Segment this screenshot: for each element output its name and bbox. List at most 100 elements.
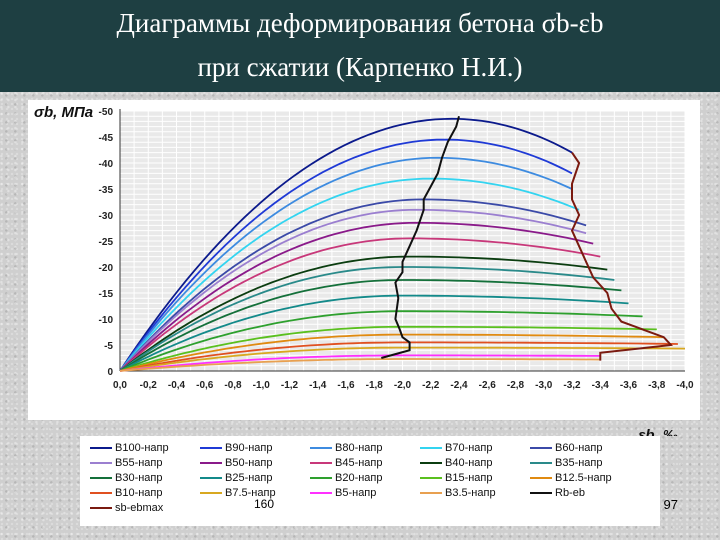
y-tick-label: -30 xyxy=(99,211,114,222)
x-tick-label: -2,6 xyxy=(479,380,497,391)
legend-label: B40-напр xyxy=(445,457,493,469)
x-tick-label: -1,4 xyxy=(309,380,327,391)
legend-item: B100-напр xyxy=(90,442,169,454)
legend-swatch xyxy=(420,477,442,480)
y-tick-label: -10 xyxy=(99,315,114,326)
x-tick-label: -2,4 xyxy=(450,380,468,391)
y-tick-label: -15 xyxy=(99,289,114,300)
x-tick-label: -3,6 xyxy=(620,380,638,391)
legend-item: Rb-eb xyxy=(530,487,585,499)
legend-item: B3.5-напр xyxy=(420,487,496,499)
slide-number: 97 xyxy=(663,497,678,512)
series-line xyxy=(119,117,573,372)
legend-label: B3.5-напр xyxy=(445,487,496,499)
series-line xyxy=(119,358,601,372)
chart-legend: B100-напр B90-напр B80-напр B70-напр B60-нап… xyxy=(80,436,660,526)
y-tick-label: -50 xyxy=(99,107,114,118)
x-tick-label: -3,0 xyxy=(535,380,553,391)
legend-swatch xyxy=(200,462,222,465)
legend-swatch xyxy=(310,447,332,450)
legend-item: sb-ebmax xyxy=(90,502,163,514)
series-line xyxy=(119,279,622,372)
series-line xyxy=(119,177,580,372)
x-tick-label: -0,2 xyxy=(140,380,158,391)
series-line xyxy=(119,333,664,372)
legend-swatch xyxy=(420,462,442,465)
legend-label: B100-напр xyxy=(115,442,169,454)
legend-swatch xyxy=(90,447,112,450)
y-tick-label: -40 xyxy=(99,159,114,170)
legend-item: B10-напр xyxy=(90,487,163,499)
x-tick-label: -1,0 xyxy=(253,380,271,391)
series-line xyxy=(119,221,594,372)
legend-label: B10-напр xyxy=(115,487,163,499)
legend-label: B7.5-напр xyxy=(225,487,276,499)
x-tick-label: -3,2 xyxy=(563,380,581,391)
title-bar: Диаграммы деформирования бетона σb-εb пр… xyxy=(0,0,720,92)
y-tick-label: -35 xyxy=(99,185,114,196)
legend-item: B25-напр xyxy=(200,472,273,484)
slide-title-line2: при сжатии (Карпенко Н.И.) xyxy=(197,52,523,82)
series-line xyxy=(119,310,643,372)
series-line xyxy=(119,325,657,372)
legend-label: B12.5-напр xyxy=(555,472,612,484)
series-line xyxy=(119,237,601,372)
x-tick-label: -2,2 xyxy=(422,380,440,391)
series-line xyxy=(119,346,686,372)
legend-swatch xyxy=(200,447,222,450)
legend-label: B25-напр xyxy=(225,472,273,484)
legend-label: B80-напр xyxy=(335,442,383,454)
legend-swatch xyxy=(530,477,552,480)
x-tick-label: -0,4 xyxy=(168,380,186,391)
x-tick-label: -2,8 xyxy=(507,380,525,391)
legend-item: B60-напр xyxy=(530,442,603,454)
overlay-label: 160 xyxy=(254,497,275,511)
legend-item: B35-напр xyxy=(530,457,603,469)
series-line xyxy=(119,138,573,372)
legend-swatch xyxy=(310,462,332,465)
legend-swatch xyxy=(90,492,112,495)
series-line xyxy=(119,266,615,372)
y-tick-label: -5 xyxy=(104,341,113,352)
legend-label: B55-напр xyxy=(115,457,163,469)
legend-label: B45-напр xyxy=(335,457,383,469)
x-tick-label: -3,4 xyxy=(592,380,610,391)
legend-swatch xyxy=(530,492,552,495)
x-tick-label: -1,6 xyxy=(337,380,355,391)
x-tick-label: 0,0 xyxy=(113,380,127,391)
legend-item: B5-напр xyxy=(310,487,376,499)
y-tick-label: 0 xyxy=(107,367,113,378)
legend-label: B35-напр xyxy=(555,457,603,469)
legend-item: B45-напр xyxy=(310,457,383,469)
legend-item: B12.5-напр xyxy=(530,472,612,484)
series-line xyxy=(119,198,587,372)
legend-label: sb-ebmax xyxy=(115,502,164,514)
series-line xyxy=(381,115,460,359)
legend-label: B15-напр xyxy=(445,472,493,484)
series-line xyxy=(119,341,678,372)
series-line xyxy=(119,255,608,372)
x-tick-label: -2,0 xyxy=(394,380,412,391)
legend-swatch xyxy=(90,462,112,465)
legend-swatch xyxy=(90,507,112,510)
legend-item: B90-напр xyxy=(200,442,273,454)
x-tick-label: -0,6 xyxy=(196,380,214,391)
legend-item: B70-напр xyxy=(420,442,493,454)
legend-swatch xyxy=(310,477,332,480)
legend-item: B80-напр xyxy=(310,442,383,454)
legend-item: B20-напр xyxy=(310,472,383,484)
series-line xyxy=(119,354,601,372)
legend-item: B15-напр xyxy=(420,472,493,484)
legend-label: Rb-eb xyxy=(555,487,585,499)
legend-swatch xyxy=(420,492,442,495)
slide-title-line1: Диаграммы деформирования бетона σb-εb xyxy=(116,8,604,38)
legend-item: B55-напр xyxy=(90,457,163,469)
series-line xyxy=(119,294,629,372)
legend-swatch xyxy=(420,447,442,450)
x-tick-label: -1,2 xyxy=(281,380,299,391)
legend-swatch xyxy=(530,447,552,450)
legend-item: B7.5-напр xyxy=(200,487,276,499)
x-tick-label: -4,0 xyxy=(676,380,694,391)
series-line xyxy=(119,156,573,372)
legend-item: B40-напр xyxy=(420,457,493,469)
